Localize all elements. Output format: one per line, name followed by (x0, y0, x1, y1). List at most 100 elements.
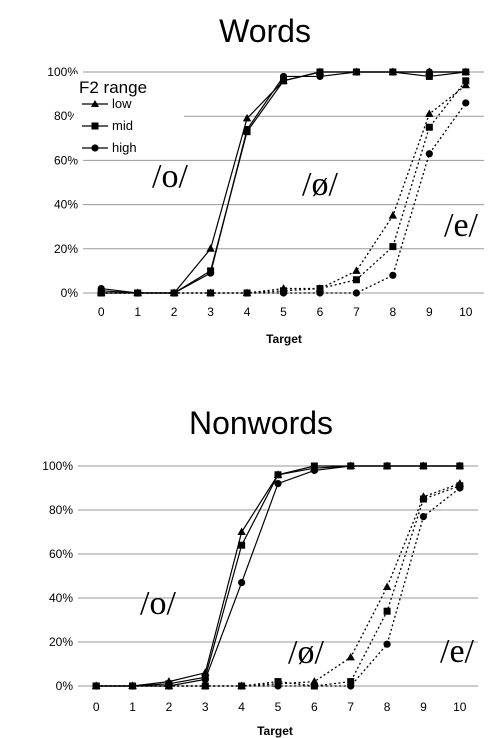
data-point-high (352, 68, 361, 76)
x-tick-label: 6 (317, 305, 324, 319)
chart-title: Nonwords (189, 405, 333, 441)
series-line-mid-dotted (101, 80, 467, 294)
x-tick-label: 2 (166, 700, 173, 714)
legend-label-low: low (112, 96, 132, 111)
annotation-e: /e/ (444, 207, 479, 244)
legend-label-mid: mid (112, 118, 133, 133)
data-point-high (316, 289, 324, 297)
data-point-high (274, 480, 282, 488)
x-tick-label: 9 (426, 305, 433, 319)
y-tick-label: 80% (49, 503, 73, 517)
data-point-high (462, 68, 470, 76)
data-point-low (206, 244, 215, 252)
data-point-high (316, 72, 324, 81)
data-point-high (347, 462, 355, 470)
data-point-low (388, 211, 398, 219)
legend-title: F2 range (79, 78, 147, 97)
annotation-e: /e/ (440, 633, 475, 670)
legend-circle-marker (91, 144, 99, 152)
data-point-high (170, 289, 178, 297)
data-point-mid (274, 678, 282, 686)
x-tick-label: 7 (347, 700, 354, 714)
data-point-high (310, 682, 318, 690)
y-tick-label: 20% (49, 635, 73, 649)
y-tick-label: 40% (54, 198, 78, 212)
y-tick-label: 60% (49, 547, 73, 561)
series-lines (96, 465, 461, 687)
chart-title: Words (219, 13, 311, 49)
data-point-low (382, 582, 392, 590)
data-point-low (242, 113, 252, 122)
data-point-mid (280, 77, 287, 85)
data-point-high (462, 99, 470, 107)
data-point-high (383, 462, 391, 470)
y-tick-label: 0% (56, 679, 74, 693)
data-point-high (128, 682, 137, 690)
data-point-high (206, 289, 215, 297)
nonwords-chart: Nonwords 0% 20% 40% 60% 80% 100% 0 1 2 3 4 5 6 7 8 9 10… (42, 405, 478, 738)
data-point-high (243, 125, 251, 134)
x-tick-label: 0 (93, 700, 100, 714)
data-point-mid (316, 285, 324, 293)
data-point-high (310, 466, 318, 474)
data-point-mid (310, 462, 318, 470)
data-point-high (134, 289, 142, 297)
y-tick-label: 40% (49, 591, 73, 605)
x-tick-label: 1 (129, 700, 136, 714)
series-line-mid-dotted (96, 485, 461, 687)
x-tick-label: 5 (280, 305, 287, 319)
annotation-o: /o/ (152, 158, 188, 195)
data-point-high (201, 675, 209, 684)
x-tick-label: 10 (459, 305, 473, 319)
x-axis-label: Target (266, 332, 302, 346)
data-point-mid (462, 77, 470, 85)
series-line-high-solid (96, 465, 460, 687)
data-point-high (243, 289, 251, 297)
data-point-high (165, 682, 173, 690)
x-tick-label: 10 (453, 700, 467, 714)
data-point-high (238, 579, 246, 587)
data-point-mid (352, 276, 360, 284)
x-tick-label: 7 (353, 305, 360, 319)
data-point-high (389, 68, 397, 76)
legend-background (74, 74, 184, 158)
y-tick-label: 60% (54, 153, 78, 167)
data-point-low (237, 527, 246, 535)
series-markers (91, 461, 465, 690)
data-point-high (419, 513, 428, 521)
data-point-high (419, 462, 428, 470)
x-tick-labels: 0 1 2 3 4 5 6 7 8 9 10 (93, 700, 467, 714)
x-tick-label: 2 (171, 305, 178, 319)
data-point-low (425, 109, 434, 117)
x-tick-label: 3 (202, 700, 209, 714)
data-point-high (383, 640, 391, 648)
data-point-low (352, 266, 361, 274)
y-tick-labels: 0% 20% 40% 60% 80% 100% (47, 65, 78, 300)
y-tick-label: 100% (47, 65, 78, 79)
data-point-mid (274, 471, 282, 479)
data-point-high (352, 289, 361, 297)
gridlines (78, 465, 478, 687)
data-point-high (425, 68, 433, 76)
legend-triangle-marker (91, 100, 99, 107)
y-tick-label: 20% (54, 242, 78, 256)
data-point-high (92, 682, 100, 690)
data-point-mid (425, 72, 433, 80)
series-line-high-dotted (101, 102, 467, 294)
annotation-oe: /ø/ (288, 634, 324, 671)
words-chart: Words 0% 20% 40% 60% 80% 100% 0 1 2 3 4 5 6 7 8 9 10 Ta… (47, 13, 484, 346)
legend-label-high: high (112, 140, 137, 155)
x-tick-label: 8 (384, 700, 391, 714)
data-point-high (274, 682, 282, 690)
y-tick-label: 0% (61, 286, 79, 300)
x-tick-label: 3 (207, 305, 214, 319)
data-point-mid (316, 68, 324, 76)
x-tick-label: 8 (390, 305, 397, 319)
data-point-mid (425, 123, 433, 131)
data-point-high (238, 682, 246, 690)
annotation-oe: /ø/ (302, 166, 338, 203)
y-tick-label: 80% (54, 109, 78, 123)
series-line-mid-solid (96, 465, 460, 687)
data-point-mid (389, 243, 397, 251)
